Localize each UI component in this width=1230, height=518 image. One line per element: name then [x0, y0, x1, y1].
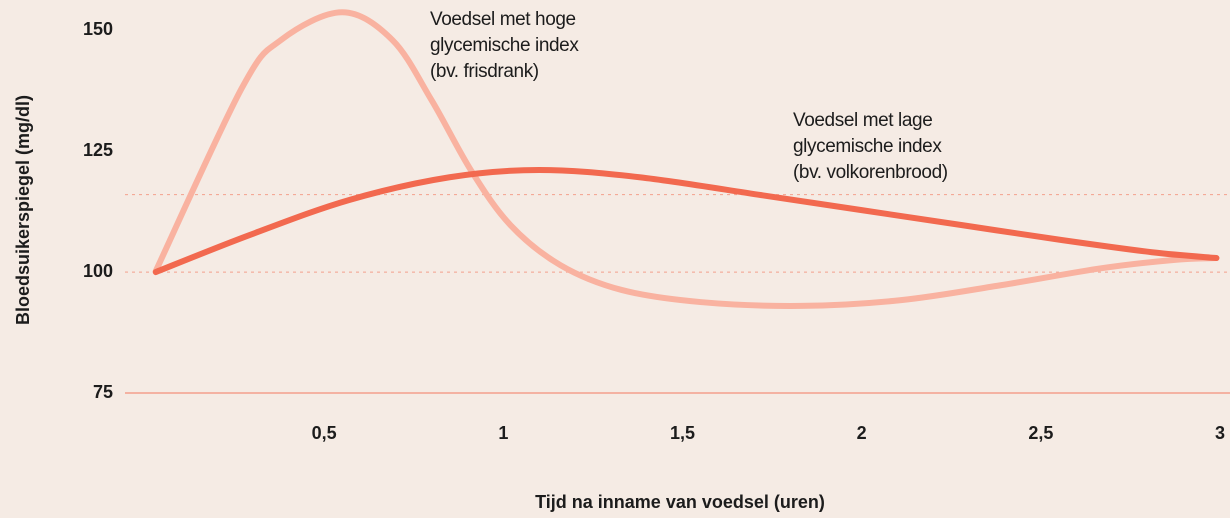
y-axis-label: Bloedsuikerspiegel (mg/dl)	[13, 95, 33, 325]
y-tick-label: 150	[83, 19, 113, 39]
annotation: Voedsel met lage	[793, 110, 932, 131]
line-series	[152, 166, 1220, 276]
x-tick-label: 1,5	[670, 423, 695, 443]
x-axis-label: Tijd na inname van voedsel (uren)	[535, 492, 825, 512]
x-tick-label: 2	[857, 423, 867, 443]
annotation: (bv. frisdrank)	[430, 61, 539, 82]
annotation: glycemische index	[430, 35, 579, 56]
x-tick-label: 3	[1215, 423, 1225, 443]
y-tick-label: 125	[83, 140, 113, 160]
annotation: glycemische index	[793, 136, 942, 157]
annotation: Voedsel met hoge	[430, 9, 576, 30]
x-tick-label: 2,5	[1028, 423, 1053, 443]
y-tick-label: 75	[93, 382, 113, 402]
line-series	[152, 9, 1220, 309]
annotation: (bv. volkorenbrood)	[793, 162, 948, 183]
x-tick-label: 1	[498, 423, 508, 443]
y-tick-label: 100	[83, 261, 113, 281]
x-tick-label: 0,5	[312, 423, 337, 443]
